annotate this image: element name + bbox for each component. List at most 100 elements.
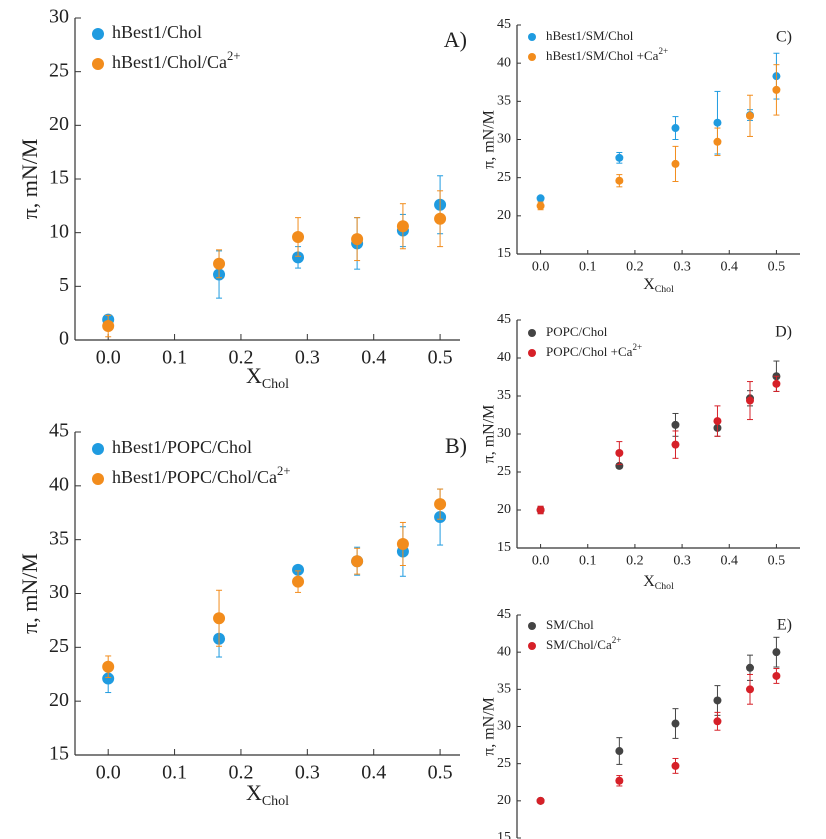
- y-tick-label: 30: [497, 719, 511, 734]
- y-tick-label: 20: [497, 793, 511, 808]
- x-axis-label-main: X: [246, 780, 262, 805]
- legend-label: POPC/Chol: [546, 324, 608, 339]
- legend-name: hBest1/SM/Chol +Ca: [546, 48, 659, 63]
- point: [671, 719, 680, 728]
- legend-sup: 2+: [658, 46, 668, 56]
- point: [772, 379, 781, 388]
- x-tick-label: 0.5: [428, 347, 453, 369]
- legend-label: hBest1/SM/Chol: [546, 28, 634, 43]
- x-axis-label-sub: Chol: [655, 581, 674, 592]
- x-tick-label: 0.4: [721, 554, 739, 569]
- x-tick-label: 0.5: [428, 762, 453, 784]
- x-tick-label: 0.2: [626, 260, 644, 275]
- y-axis-label: π, mN/M: [481, 405, 498, 464]
- point: [772, 648, 781, 657]
- y-tick-label: 35: [497, 388, 511, 403]
- y-axis-label: π, mN/M: [17, 139, 42, 220]
- y-tick-label: 40: [497, 644, 511, 659]
- point: [292, 251, 305, 264]
- point: [713, 137, 722, 146]
- x-tick-label: 0.4: [361, 347, 386, 369]
- y-tick-label: 25: [49, 635, 69, 657]
- y-tick-label: 20: [49, 113, 69, 135]
- point: [671, 159, 680, 168]
- x-axis-label: XChol: [246, 363, 289, 392]
- y-axis-label: π, mN/M: [17, 553, 42, 634]
- legend-label: hBest1/POPC/Chol: [112, 437, 252, 457]
- point: [102, 320, 115, 333]
- legend-name: SM/Chol: [546, 617, 594, 632]
- y-tick-label: 25: [497, 464, 511, 479]
- y-tick-label: 30: [497, 132, 511, 147]
- point: [536, 506, 545, 514]
- y-tick-label: 15: [497, 830, 511, 839]
- panel-label: A): [444, 27, 467, 52]
- point: [671, 440, 680, 449]
- x-axis-label: XChol: [643, 573, 674, 592]
- x-axis-label: XChol: [643, 276, 674, 295]
- legend-label: hBest1/Chol/Ca2+: [112, 49, 240, 72]
- x-tick-label: 0.1: [162, 762, 187, 784]
- y-tick-label: 40: [497, 350, 511, 365]
- point: [536, 201, 545, 210]
- point: [746, 685, 755, 694]
- y-tick-label: 35: [49, 527, 69, 549]
- legend-marker: [528, 349, 536, 357]
- legend-marker: [92, 58, 104, 70]
- legend-sup: 2+: [227, 49, 240, 63]
- legend-marker: [528, 33, 536, 41]
- point: [615, 747, 624, 756]
- legend-label: POPC/Chol +Ca2+: [546, 342, 642, 359]
- legend-name: hBest1/SM/Chol: [546, 28, 634, 43]
- y-axis-label: π, mN/M: [481, 697, 498, 756]
- panel-label: C): [776, 29, 792, 46]
- legend-name: hBest1/POPC/Chol: [112, 437, 252, 457]
- point: [292, 230, 305, 243]
- x-tick-label: 0.2: [626, 554, 644, 569]
- point: [746, 111, 755, 120]
- y-tick-label: 20: [497, 208, 511, 223]
- x-tick-label: 0.0: [532, 260, 550, 275]
- y-tick-label: 20: [497, 502, 511, 517]
- legend-label: hBest1/POPC/Chol/Ca2+: [112, 464, 290, 487]
- x-tick-label: 0.3: [673, 554, 691, 569]
- point: [671, 420, 680, 429]
- y-tick-label: 30: [49, 6, 69, 28]
- legend-name: SM/Chol/Ca: [546, 637, 612, 652]
- y-tick-label: 45: [49, 420, 69, 442]
- legend-label: hBest1/SM/Chol +Ca2+: [546, 46, 668, 63]
- y-tick-label: 15: [497, 540, 511, 555]
- point: [713, 696, 722, 705]
- legend-name: hBest1/Chol: [112, 22, 202, 42]
- point: [102, 672, 115, 685]
- x-axis-label-sub: Chol: [262, 794, 289, 809]
- y-tick-label: 30: [49, 581, 69, 603]
- legend-label: SM/Chol/Ca2+: [546, 635, 621, 652]
- x-tick-label: 0.0: [532, 554, 550, 569]
- y-tick-label: 25: [497, 170, 511, 185]
- y-tick-label: 0: [59, 328, 69, 350]
- point: [396, 220, 409, 233]
- point: [292, 575, 305, 588]
- legend-marker: [92, 473, 104, 485]
- y-tick-label: 35: [497, 94, 511, 109]
- y-tick-label: 15: [49, 167, 69, 189]
- x-tick-label: 0.1: [162, 347, 187, 369]
- legend-marker: [92, 28, 104, 40]
- x-axis-label: XChol: [246, 780, 289, 809]
- x-tick-label: 0.3: [295, 347, 320, 369]
- legend-name: hBest1/Chol/Ca: [112, 52, 227, 72]
- y-tick-label: 5: [59, 274, 69, 296]
- legend-sup: 2+: [277, 464, 290, 478]
- panel-label: D): [775, 324, 792, 341]
- point: [213, 612, 226, 625]
- point: [434, 498, 447, 511]
- point: [213, 257, 226, 270]
- x-tick-label: 0.0: [96, 347, 121, 369]
- legend-name: POPC/Chol +Ca: [546, 344, 633, 359]
- point: [772, 85, 781, 94]
- x-tick-label: 0.4: [361, 762, 386, 784]
- y-tick-label: 40: [49, 473, 69, 495]
- y-tick-label: 45: [497, 17, 511, 32]
